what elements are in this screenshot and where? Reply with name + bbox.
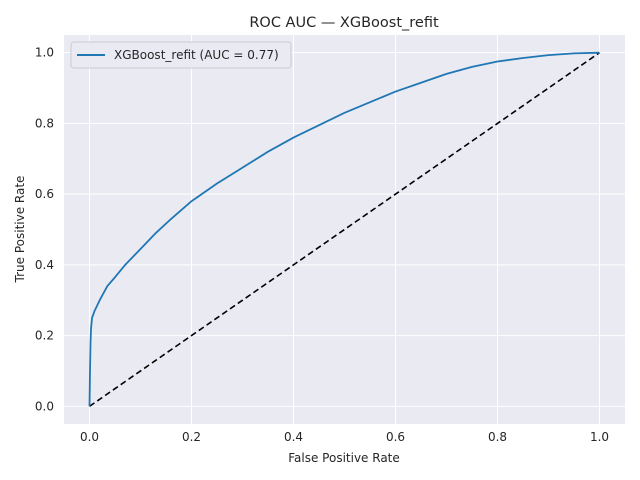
legend-entry-xgboost: XGBoost_refit (AUC = 0.77) bbox=[114, 48, 279, 62]
x-tick-labels: 0.0 0.2 0.4 0.6 0.8 1.0 bbox=[80, 430, 609, 444]
x-axis-label: False Positive Rate bbox=[288, 451, 400, 465]
legend: XGBoost_refit (AUC = 0.77) bbox=[70, 41, 292, 69]
y-tick-label: 0.0 bbox=[35, 399, 54, 413]
x-tick-label: 0.2 bbox=[182, 430, 201, 444]
y-tick-label: 1.0 bbox=[35, 46, 54, 60]
series-layer bbox=[88, 51, 600, 407]
legend-box bbox=[70, 41, 292, 69]
x-tick-label: 0.8 bbox=[488, 430, 507, 444]
x-tick-label: 1.0 bbox=[590, 430, 609, 444]
x-tick-label: 0.0 bbox=[80, 430, 99, 444]
grid-lines bbox=[64, 35, 625, 424]
x-tick-label: 0.6 bbox=[386, 430, 405, 444]
roc-curve-line bbox=[88, 51, 600, 407]
y-axis-label: True Positive Rate bbox=[13, 176, 27, 284]
y-tick-label: 0.8 bbox=[35, 116, 54, 130]
x-tick-label: 0.4 bbox=[284, 430, 303, 444]
chance-line bbox=[89, 52, 600, 407]
y-tick-label: 0.4 bbox=[35, 258, 54, 272]
y-tick-label: 0.6 bbox=[35, 187, 54, 201]
y-tick-label: 0.2 bbox=[35, 329, 54, 343]
y-tick-labels: 0.0 0.2 0.4 0.6 0.8 1.0 bbox=[35, 46, 54, 414]
chart-title: ROC AUC — XGBoost_refit bbox=[249, 15, 439, 31]
